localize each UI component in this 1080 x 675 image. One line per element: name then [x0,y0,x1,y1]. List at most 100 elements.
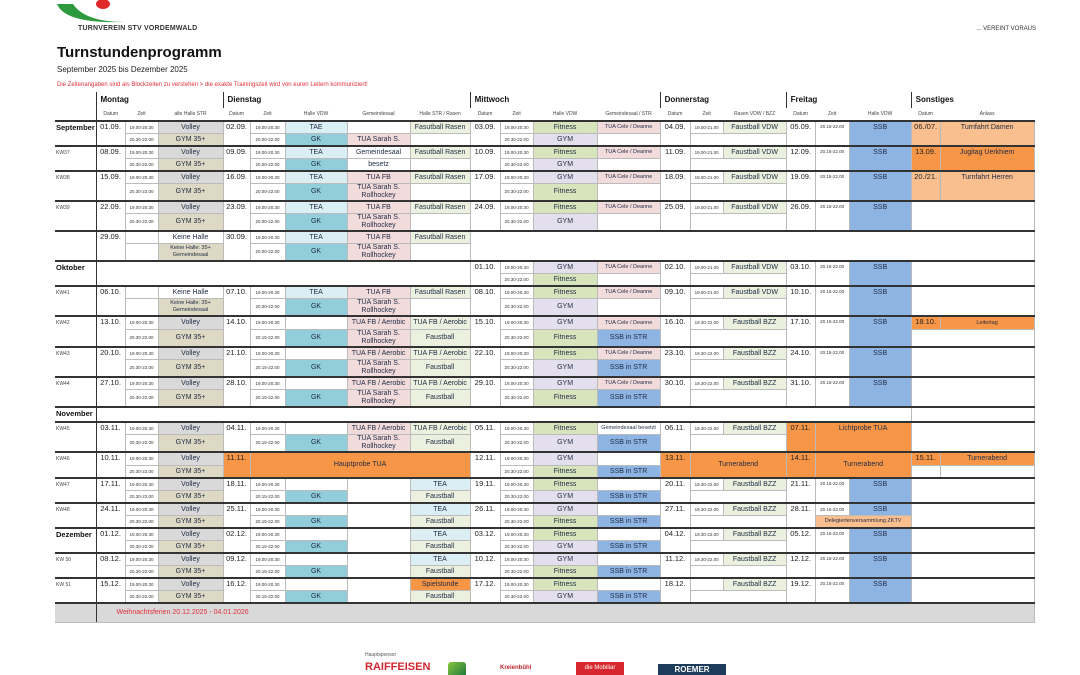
time-cell: 19.00-20.30 [249,170,286,184]
activity-cell: SSB [848,477,912,504]
column-header: Datum [660,108,691,122]
time-cell: 19.00-20.30 [124,200,159,214]
activity-cell: GK [284,590,348,604]
date-cell: 04.12. [659,527,691,554]
activity-cell: GYM [532,490,598,504]
activity-cell: GK [284,540,348,554]
activity-cell [284,527,348,541]
schedule-row: 20.30-22.00 GYM 35+ 20.15-22.00 GK TUA Sarah… [55,389,1034,408]
activity-cell: Fasutball Rasen [409,170,471,184]
time-cell: 19.00-20.30 [249,527,286,541]
week-label: KW41 [55,285,97,317]
activity-cell: Volley [157,200,224,214]
activity-cell: Faustball VDW [722,120,787,134]
date-cell: 28.10. [222,376,251,408]
activity-cell: GYM [532,540,598,554]
activity-cell [596,527,661,541]
activity-cell: Volley [157,477,224,491]
time-cell: 19.00-20.30 [499,145,534,159]
date-cell: 24.10. [785,346,816,378]
week-label: KW43 [55,346,97,378]
time-cell: 20.30-22.00 [124,213,159,232]
date-cell: 18.10. [910,315,941,330]
activity-cell: TUA Sarah S. Rollhockey [346,183,411,202]
column-header: Datum [96,108,125,122]
activity-cell: Fitness [532,389,598,408]
schedule-row: 20.30-22.00 GYM 35+ 20.15-22.00 GK Faustball… [55,490,1034,504]
time-cell: 20.15-22.00 [249,434,286,453]
activity-cell: GYM [532,451,598,466]
activity-cell: Volley [157,451,224,466]
date-cell: 18.09. [659,170,691,202]
column-header: Gemeindesaal / STR [597,108,661,122]
activity-cell: Faustball [409,540,471,554]
date-cell: 18.11. [222,477,251,504]
time-cell: 19.00-20.30 [249,577,286,591]
activity-cell [939,465,1035,479]
time-cell: 20.30-22.00 [499,490,534,504]
activity-cell [346,552,411,579]
activity-cell [689,540,787,554]
activity-cell [95,406,912,423]
date-cell: 12.12. [785,552,816,579]
activity-cell: Faustball BZZ [722,346,787,360]
schedule-row: KW45 03.11. 19.00-20.30 Volley 04.11. 19.00-2… [55,421,1035,453]
schedule-table: Montag Dienstag Mittwoch Donnerstag Freitag S… [55,92,1035,623]
page-title: Turnstundenprogramm [57,44,222,61]
activity-cell [596,158,661,172]
activity-cell: Keine Halle [157,285,224,299]
time-cell: 19.00-20.30 [124,527,159,541]
date-cell: 19.12. [785,577,816,604]
activity-cell: Volley [157,170,224,184]
activity-cell: TUA FB [346,285,411,299]
activity-cell: Volley [157,346,224,360]
time-cell: 20.30-22.00 [499,329,534,348]
date-cell: 26.09. [785,200,816,232]
activity-cell: GK [284,183,348,202]
column-header: Zeit [690,108,724,122]
activity-cell [689,590,787,604]
activity-cell: TUA FB / Aerobic [346,421,411,435]
time-cell: 20.15-22.00 [814,502,850,516]
activity-cell: SSB [848,145,912,172]
time-cell: 19.00-20.30 [249,200,286,214]
column-header: Datum [470,108,501,122]
activity-cell [124,230,159,244]
activity-cell [409,133,471,147]
activity-cell: Faustball [409,359,471,378]
date-cell: 19.11. [469,477,501,504]
activity-cell: Fitness [532,273,598,287]
time-cell: 19.00-20.30 [124,451,159,466]
activity-cell: SSB in STR [596,329,661,348]
activity-cell: GK [284,565,348,579]
time-cell: 20.30-22.00 [499,540,534,554]
schedule-row: 20.30-22.00 GYM 35+ 20.15-22.00 GK TUA Sarah… [55,329,1035,348]
schedule-row: KW42 13.10. 19.00-20.30 Volley 14.10. 19.00-2… [55,315,1035,348]
schedule-row: KW 50 08.12. 19.00-20.30 Volley 09.12. 19.00-… [55,552,1035,579]
activity-cell [596,273,661,287]
schedule-row: 20.30-22.00 Fitness [55,273,1034,287]
activity-cell: SSB in STR [596,389,661,408]
time-cell: 19.00-21.00 [689,260,724,274]
activity-cell: Volley [157,527,224,541]
activity-cell [409,158,471,172]
schedule-row: November [55,406,1035,423]
activity-cell [284,477,348,491]
date-cell: 17.11. [95,477,126,504]
date-cell: 11.11. [222,451,251,479]
activity-cell: Faustball BZZ [722,502,787,516]
activity-cell: Gemeindesaal besetzt [596,421,661,435]
activity-cell [689,359,787,378]
time-cell: 19.00-20.30 [499,552,534,566]
schedule-row: KW41 06.10. Keine Halle 07.10. 19.00-20.30 TE… [55,285,1035,317]
activity-cell: TUA Sarah S. Rollhockey [346,213,411,232]
time-cell: 20.30-22.00 [124,183,159,202]
activity-cell [596,502,661,516]
activity-cell: 06./07. [910,120,941,147]
date-cell: 10.11. [95,451,126,479]
activity-cell: SSB [848,346,912,378]
time-cell: 20.15-22.00 [249,329,286,348]
date-cell: 10.09. [469,145,501,172]
activity-cell: SSB in STR [596,565,661,579]
